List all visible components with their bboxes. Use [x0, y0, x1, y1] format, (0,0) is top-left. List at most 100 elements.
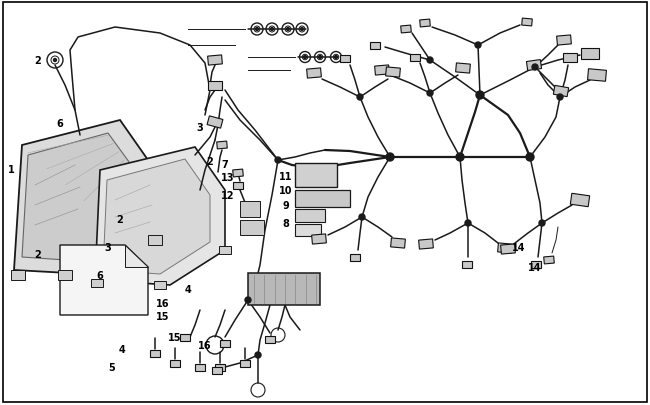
- Bar: [563, 53, 577, 62]
- Bar: [207, 117, 223, 129]
- Bar: [531, 261, 541, 268]
- Bar: [570, 194, 590, 207]
- Bar: [420, 20, 430, 28]
- Bar: [385, 68, 400, 78]
- Text: 2: 2: [34, 56, 42, 66]
- Text: 2: 2: [207, 157, 213, 166]
- Circle shape: [335, 56, 337, 60]
- Text: 3: 3: [105, 243, 111, 252]
- Bar: [207, 56, 222, 66]
- Circle shape: [245, 297, 251, 303]
- Bar: [233, 182, 243, 189]
- Text: 2: 2: [116, 215, 124, 224]
- Polygon shape: [14, 121, 155, 275]
- Polygon shape: [60, 245, 148, 315]
- Bar: [195, 364, 205, 371]
- Circle shape: [304, 56, 307, 60]
- Bar: [456, 64, 471, 74]
- Circle shape: [275, 158, 281, 164]
- Bar: [498, 243, 512, 254]
- Text: 4: 4: [119, 344, 125, 354]
- Bar: [265, 336, 275, 343]
- Bar: [311, 234, 326, 245]
- Bar: [462, 261, 472, 268]
- Circle shape: [526, 153, 534, 162]
- Bar: [212, 367, 222, 373]
- Bar: [240, 220, 264, 235]
- Text: 7: 7: [222, 160, 228, 170]
- Circle shape: [532, 65, 538, 71]
- Polygon shape: [22, 134, 140, 262]
- Circle shape: [465, 220, 471, 226]
- Bar: [216, 142, 228, 149]
- Circle shape: [255, 352, 261, 358]
- Polygon shape: [103, 160, 210, 274]
- Text: 2: 2: [34, 249, 42, 259]
- Text: 6: 6: [57, 119, 64, 129]
- Bar: [374, 66, 389, 76]
- Bar: [340, 55, 350, 62]
- Circle shape: [476, 92, 484, 100]
- Circle shape: [539, 220, 545, 226]
- Circle shape: [359, 215, 365, 220]
- Bar: [208, 81, 222, 90]
- Bar: [556, 36, 571, 46]
- Bar: [148, 235, 162, 245]
- Text: 9: 9: [283, 200, 289, 211]
- Circle shape: [386, 153, 394, 162]
- Text: 16: 16: [156, 298, 170, 308]
- Text: 6: 6: [97, 270, 103, 280]
- Bar: [350, 254, 360, 261]
- Text: 15: 15: [168, 332, 182, 342]
- Bar: [58, 270, 72, 280]
- Bar: [410, 54, 420, 61]
- Text: 16: 16: [198, 340, 212, 350]
- Bar: [553, 86, 569, 98]
- Text: 3: 3: [197, 123, 203, 133]
- Circle shape: [270, 28, 274, 32]
- Bar: [526, 60, 541, 71]
- Text: 8: 8: [283, 218, 289, 228]
- Circle shape: [475, 43, 481, 49]
- Circle shape: [53, 60, 57, 62]
- Text: 14: 14: [512, 243, 526, 252]
- Bar: [180, 334, 190, 341]
- Bar: [370, 43, 380, 49]
- Bar: [522, 19, 532, 27]
- Circle shape: [456, 153, 464, 162]
- Text: 11: 11: [280, 172, 292, 181]
- Bar: [588, 70, 606, 82]
- Circle shape: [557, 95, 563, 101]
- Text: 12: 12: [221, 190, 235, 200]
- Polygon shape: [95, 148, 225, 285]
- Bar: [581, 48, 599, 60]
- Bar: [150, 350, 160, 357]
- Bar: [295, 190, 350, 207]
- Bar: [240, 202, 260, 217]
- Bar: [419, 239, 434, 249]
- Circle shape: [318, 56, 322, 60]
- Text: 14: 14: [528, 262, 541, 272]
- Bar: [11, 270, 25, 280]
- Bar: [391, 238, 406, 249]
- Bar: [295, 209, 325, 222]
- Text: 15: 15: [156, 311, 170, 321]
- Circle shape: [427, 58, 433, 64]
- Bar: [543, 256, 554, 264]
- Circle shape: [287, 28, 289, 32]
- Circle shape: [300, 28, 304, 32]
- Bar: [215, 364, 225, 371]
- Text: 1: 1: [8, 164, 14, 175]
- Bar: [400, 26, 411, 34]
- Text: 5: 5: [109, 362, 116, 372]
- Circle shape: [255, 28, 259, 32]
- Bar: [91, 279, 103, 287]
- Polygon shape: [125, 245, 148, 267]
- Text: 10: 10: [280, 185, 292, 196]
- Bar: [170, 360, 180, 367]
- Text: 13: 13: [221, 173, 235, 183]
- Circle shape: [357, 95, 363, 101]
- Bar: [295, 224, 321, 237]
- Bar: [219, 246, 231, 254]
- Bar: [500, 244, 515, 254]
